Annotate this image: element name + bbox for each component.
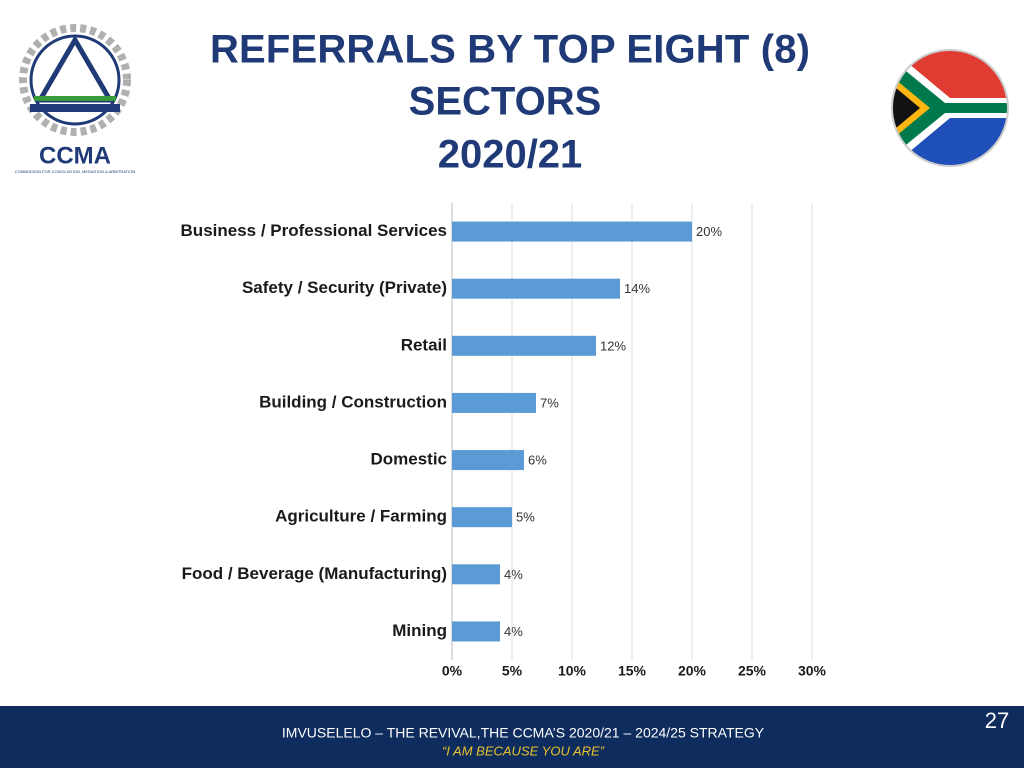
value-label: 4% xyxy=(504,567,523,582)
title-line: REFERRALS BY TOP EIGHT (8) xyxy=(210,28,810,72)
x-tick-label: 20% xyxy=(678,663,707,679)
value-label: 12% xyxy=(600,338,626,353)
category-label: Retail xyxy=(401,335,447,354)
bar xyxy=(452,221,692,242)
plot: 0% 5% 10% 15% 20% 25% 30% Business / Profession… xyxy=(181,203,827,679)
logo-subtext: COMMISSION FOR CONCILIATION, MEDIATION &… xyxy=(15,169,136,174)
value-label: 4% xyxy=(504,624,523,639)
bar xyxy=(452,392,536,413)
category-label: Agriculture / Farming xyxy=(275,507,447,526)
x-tick-label: 25% xyxy=(738,663,767,679)
page-number: 27 xyxy=(985,708,1009,733)
bar xyxy=(452,621,500,642)
x-tick-label: 15% xyxy=(618,663,647,679)
category-label: Building / Construction xyxy=(259,392,447,411)
x-tick-label: 5% xyxy=(502,663,523,679)
bar xyxy=(452,450,524,471)
value-label: 7% xyxy=(540,395,559,410)
bar xyxy=(452,278,620,299)
footer-text: IMVUSELELO – THE REVIVAL,THE CCMA’S 2020… xyxy=(282,725,765,741)
x-tick-label: 0% xyxy=(442,663,463,679)
title-line: 2020/21 xyxy=(438,133,583,177)
bar xyxy=(452,335,596,356)
bar xyxy=(452,564,500,585)
x-tick-label: 30% xyxy=(798,663,827,679)
title-line: SECTORS xyxy=(409,80,602,124)
value-label: 20% xyxy=(696,224,722,239)
value-label: 14% xyxy=(624,281,650,296)
category-label: Safety / Security (Private) xyxy=(242,278,447,297)
logo-text: CCMA xyxy=(39,142,111,169)
value-label: 6% xyxy=(528,453,547,468)
category-label: Business / Professional Services xyxy=(181,221,447,240)
category-label: Domestic xyxy=(370,450,447,469)
footer-quote: “I AM BECAUSE YOU ARE” xyxy=(442,743,605,758)
flag xyxy=(891,49,1009,167)
bar xyxy=(452,507,512,528)
footer-band xyxy=(0,706,1024,768)
category-label: Food / Beverage (Manufacturing) xyxy=(182,564,447,583)
value-label: 5% xyxy=(516,510,535,525)
category-label: Mining xyxy=(392,621,447,640)
logo: CCMA COMMISSION FOR CONCILIATION, MEDIAT… xyxy=(15,24,136,174)
x-tick-label: 10% xyxy=(558,663,587,679)
